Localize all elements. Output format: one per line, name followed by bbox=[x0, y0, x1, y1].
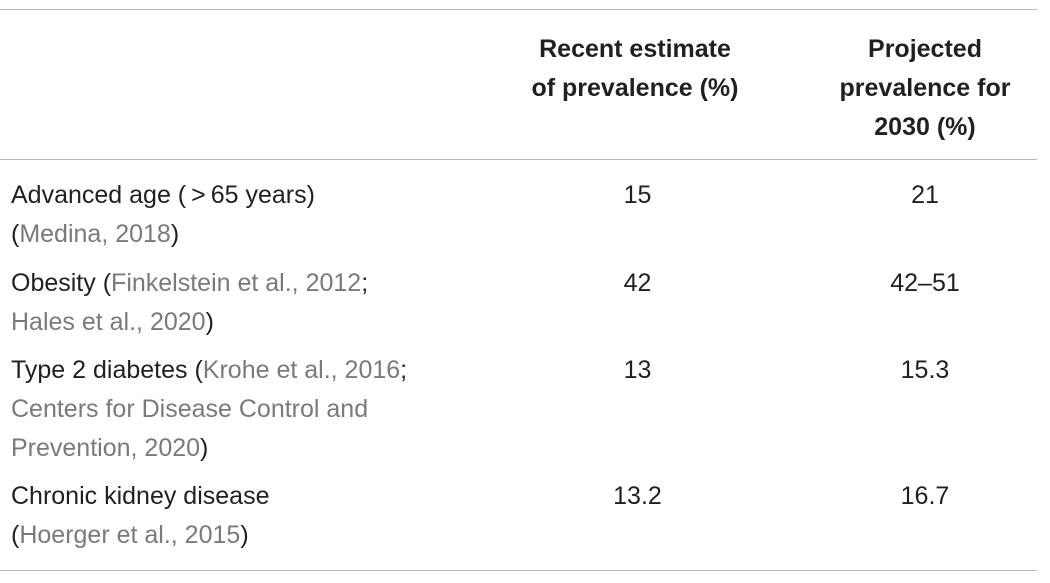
factor-label: Chronic kidney disease bbox=[11, 482, 270, 510]
table-top-rule bbox=[0, 9, 1037, 10]
header-recent-line-1: Recent estimate bbox=[539, 35, 731, 63]
table-header-rule bbox=[0, 159, 1037, 160]
factor-cell: Obesity (Finkelstein et al., 2012; Hales… bbox=[11, 269, 369, 336]
header-projected-line-3: 2030 (%) bbox=[874, 113, 976, 141]
factor-label: Advanced age ( > 65 years) bbox=[11, 181, 315, 209]
paren-open: ( bbox=[11, 220, 20, 248]
factor-cell: Advanced age ( > 65 years) (Medina, 2018… bbox=[11, 176, 481, 254]
recent-value: 42 bbox=[623, 269, 652, 297]
header-recent-line-2: of prevalence (%) bbox=[531, 74, 739, 102]
header-projected-line-2: prevalence for bbox=[839, 74, 1011, 102]
header-recent-estimate: Recent estimate of prevalence (%) bbox=[500, 30, 770, 108]
reference-link[interactable]: Krohe et al., 2016 bbox=[202, 356, 401, 384]
recent-value: 13 bbox=[623, 356, 652, 384]
projected-value: 21 bbox=[911, 181, 939, 209]
projected-value: 16.7 bbox=[900, 482, 950, 510]
projected-value: 15.3 bbox=[900, 356, 950, 384]
reference-link[interactable]: Hales et al., 2020 bbox=[11, 308, 206, 336]
header-projected-line-1: Projected bbox=[868, 35, 982, 63]
reference-link[interactable]: Medina, 2018 bbox=[19, 220, 171, 248]
projected-value: 42–51 bbox=[890, 269, 960, 297]
table-bottom-rule bbox=[0, 570, 1037, 571]
reference-link[interactable]: Finkelstein et al., 2012 bbox=[111, 269, 362, 297]
paren-close: ) bbox=[170, 220, 180, 248]
reference-link[interactable]: Centers for Disease Control and bbox=[11, 395, 369, 423]
recent-value: 15 bbox=[623, 181, 652, 209]
factor-label: Type 2 diabetes bbox=[11, 356, 188, 384]
factor-cell: Chronic kidney disease (Hoerger et al., … bbox=[11, 482, 270, 549]
reference-link[interactable]: Prevention, 2020 bbox=[11, 434, 201, 462]
factor-cell: Type 2 diabetes (Krohe et al., 2016; Cen… bbox=[11, 356, 408, 462]
factor-label: Obesity bbox=[11, 269, 96, 297]
reference-link[interactable]: Hoerger et al., 2015 bbox=[19, 521, 241, 549]
recent-value: 13.2 bbox=[613, 482, 662, 510]
header-projected-prevalence: Projected prevalence for 2030 (%) bbox=[810, 30, 1040, 147]
